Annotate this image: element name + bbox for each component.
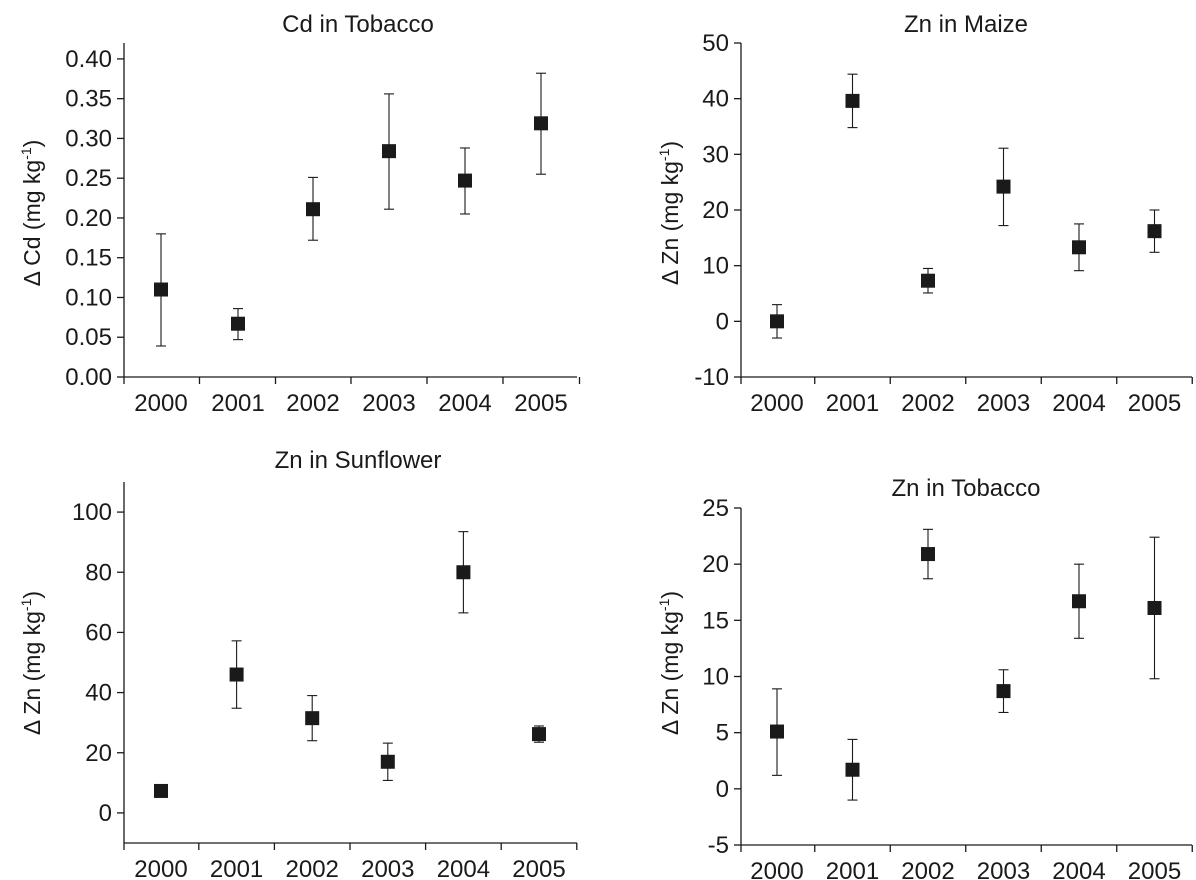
panel-3-y-tick-label: 20 [85,740,112,767]
panel-2-data-point [1147,224,1162,239]
panel-1-x-tick-label: 2002 [286,390,339,417]
panel-2-y-tick-label: -10 [694,364,729,391]
panel-4-x-tick-label: 2002 [901,858,954,880]
panel-3-y-tick-label: 40 [85,680,112,707]
panel-3-data-point [229,667,244,682]
panel-4-data-point [921,547,935,562]
panel-1-x-tick-label: 2005 [514,390,567,417]
panel-3-x-tick-label: 2004 [437,856,490,880]
panel-1-title: Cd in Tobacco [282,11,434,38]
panel-1-y-tick-label: 0.05 [65,324,112,351]
panel-2-data-point [1072,240,1086,255]
panel-2-y-tick-label: 30 [702,141,729,168]
panel-2-title: Zn in Maize [904,11,1028,38]
panel-4-y-tick-label: -5 [708,832,729,859]
panel-2-x-tick-label: 2005 [1128,390,1181,417]
panel-4-y-tick-label: 10 [702,664,729,691]
panel-3-y-axis-label: Δ Zn (mg kg-1) [18,591,45,735]
panel-4-data-point [1072,594,1086,609]
panel-1-y-tick-label: 0.15 [65,245,112,272]
panel-1-y-tick-label: 0.30 [65,125,112,152]
panel-1-y-tick-label: 0.10 [65,284,112,311]
panel-1-data-point [306,202,320,217]
panel-4-y-tick-label: 25 [702,495,729,522]
panel-1-data-point [154,282,168,297]
panel-2-y-tick-label: 20 [702,197,729,224]
panel-2-y-axis-label: Δ Zn (mg kg-1) [656,141,683,285]
panel-4-y-tick-label: 0 [716,776,729,803]
panel-2-x-tick-label: 2003 [977,390,1030,417]
panel-4-x-tick-label: 2005 [1128,858,1181,880]
panel-2-x-tick-label: 2000 [750,390,803,417]
panel-1-y-tick-label: 0.00 [65,364,112,391]
panel-4-x-tick-label: 2000 [750,858,803,880]
panel-1-y-axis-label: Δ Cd (mg kg-1) [18,140,45,287]
panel-2-y-tick-label: 10 [702,253,729,280]
panel-2-x-tick-label: 2001 [826,390,879,417]
panel-1-x-tick-label: 2004 [438,390,491,417]
panel-3-y-tick-label: 100 [72,499,112,526]
panel-2-x-tick-label: 2004 [1052,390,1105,417]
panel-2-data-point [845,93,860,108]
panel-2-data-point [921,273,935,288]
panel-2-y-tick-label: 50 [702,30,729,57]
panel-4-data-point [996,684,1011,699]
panel-1-x-tick-label: 2003 [362,390,415,417]
panel-4-data-point [770,724,784,739]
panel-4-title: Zn in Tobacco [892,475,1041,502]
panel-4-data-point [1147,600,1162,615]
panel-1-data-point [534,116,548,131]
panel-4-y-tick-label: 20 [702,551,729,578]
panel-4-x-tick-label: 2004 [1052,858,1105,880]
panel-1-y-tick-label: 0.20 [65,205,112,232]
panel-4-data-point [845,762,860,777]
panel-3-title: Zn in Sunflower [275,447,442,474]
panel-4-x-tick-label: 2001 [826,858,879,880]
panel-3-data-point [532,727,546,742]
panel-1-y-tick-label: 0.25 [65,165,112,192]
panel-2-y-tick-label: 0 [716,308,729,335]
panel-3-x-tick-label: 2002 [286,856,339,880]
panel-3-data-point [456,565,471,580]
panel-3-x-tick-label: 2000 [134,856,187,880]
panel-3-x-tick-label: 2005 [512,856,565,880]
panel-2-data-point [996,179,1011,194]
panel-1-data-point [382,144,396,159]
panel-3-data-point [154,783,168,798]
panel-1-data-point [458,173,472,188]
panel-1-y-tick-label: 0.35 [65,86,112,113]
panel-1-x-tick-label: 2000 [134,390,187,417]
panel-3-x-tick-label: 2001 [210,856,263,880]
panel-1-y-tick-label: 0.40 [65,46,112,73]
panel-2-x-tick-label: 2002 [901,390,954,417]
panel-3-y-tick-label: 0 [99,800,112,827]
panel-1-x-tick-label: 2001 [211,390,264,417]
panel-2-y-tick-label: 40 [702,86,729,113]
panel-1-data-point [231,316,245,331]
panel-4-x-tick-label: 2003 [977,858,1030,880]
panel-3-x-tick-label: 2003 [361,856,414,880]
panel-2-data-point [770,314,784,329]
panel-3-data-point [305,711,320,726]
panel-4-y-tick-label: 15 [702,607,729,634]
panel-3-data-point [380,754,395,769]
panel-4-y-tick-label: 5 [716,720,729,747]
panel-3-y-tick-label: 80 [85,559,112,586]
panel-3-y-tick-label: 60 [85,619,112,646]
panel-4-y-axis-label: Δ Zn (mg kg-1) [656,591,683,735]
